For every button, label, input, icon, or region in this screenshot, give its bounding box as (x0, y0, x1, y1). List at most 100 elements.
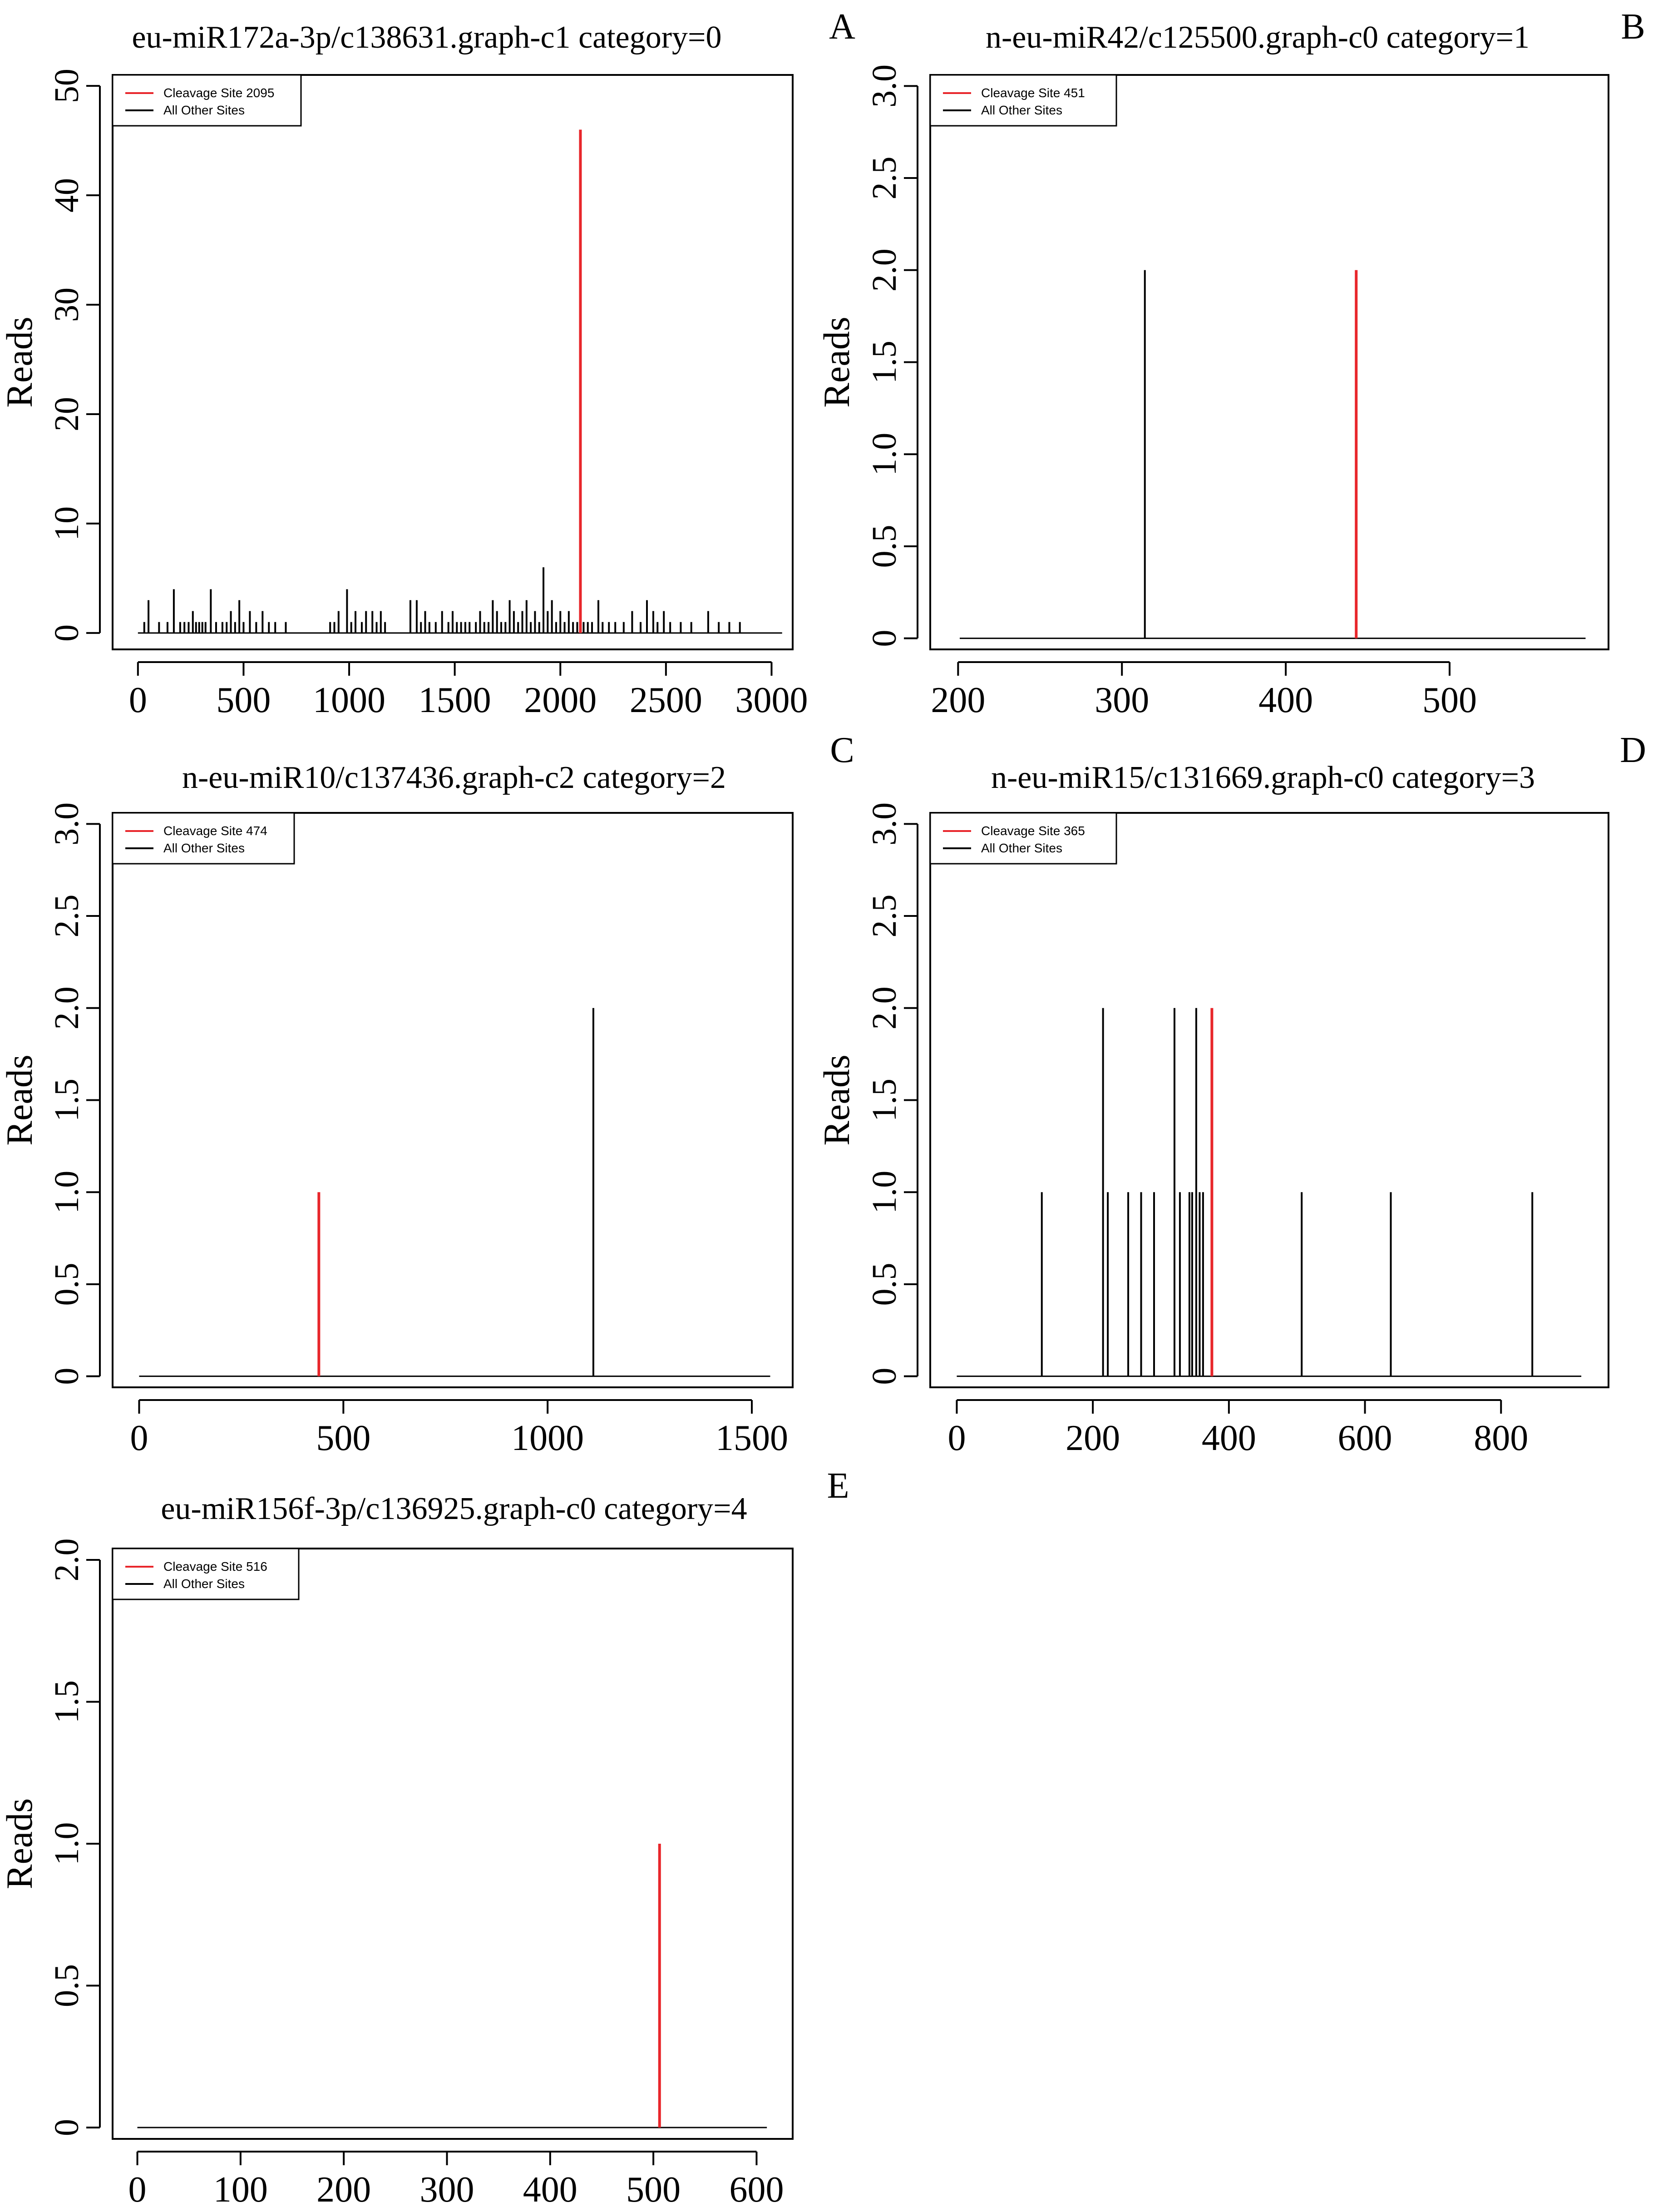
y-tick-label: 1.5 (865, 341, 903, 384)
y-tick-label: 50 (48, 69, 86, 103)
y-tick-label: 1.0 (48, 1171, 86, 1214)
chart-panel-e: eu-miR156f-3p/c136925.graph-c0 category=… (0, 1466, 849, 2210)
y-tick-label: 0 (48, 2119, 86, 2136)
legend-label-cleavage: Cleavage Site 451 (981, 86, 1085, 100)
x-tick-label: 500 (316, 1418, 370, 1458)
legend-label-other: All Other Sites (163, 1577, 245, 1591)
y-tick-label: 40 (48, 178, 86, 213)
legend-box (929, 74, 1117, 127)
chart-title: n-eu-miR42/c125500.graph-c0 category=1 (986, 20, 1530, 55)
x-tick-label: 3000 (735, 680, 808, 720)
chart-title: eu-miR156f-3p/c136925.graph-c0 category=… (161, 1491, 747, 1526)
y-tick-label: 3.0 (865, 802, 903, 846)
legend-label-other: All Other Sites (981, 103, 1062, 117)
x-tick-label: 200 (931, 680, 985, 720)
legend-label-cleavage: Cleavage Site 474 (163, 824, 267, 838)
x-tick-label: 200 (316, 2170, 371, 2210)
y-tick-label: 2.5 (865, 157, 903, 200)
chart-panel-b: n-eu-miR42/c125500.graph-c0 category=1 B R… (816, 7, 1645, 720)
y-tick-label: 1.0 (865, 1171, 903, 1214)
legend-label-other: All Other Sites (163, 841, 245, 855)
x-tick-label: 400 (1202, 1418, 1256, 1458)
y-tick-label: 0 (48, 1368, 86, 1385)
plot-frame (929, 812, 1609, 1388)
legend-label-cleavage: Cleavage Site 2095 (163, 86, 274, 100)
x-tick-label: 600 (1338, 1418, 1392, 1458)
legend-label-other: All Other Sites (163, 103, 245, 117)
y-axis-label: Reads (0, 1054, 40, 1145)
x-tick-label: 1000 (313, 680, 385, 720)
plot-frame (112, 74, 794, 650)
chart-title: n-eu-miR10/c137436.graph-c2 category=2 (182, 760, 726, 795)
x-tick-label: 0 (130, 1418, 148, 1458)
x-tick-label: 200 (1066, 1418, 1120, 1458)
x-tick-label: 300 (1095, 680, 1149, 720)
y-tick-label: 1.5 (48, 1079, 86, 1122)
y-tick-label: 1.5 (48, 1680, 86, 1723)
x-tick-label: 500 (626, 2170, 681, 2210)
legend-label-cleavage: Cleavage Site 365 (981, 824, 1085, 838)
panel-letter: C (830, 730, 854, 770)
legend-label-other: All Other Sites (981, 841, 1062, 855)
x-tick-label: 400 (523, 2170, 577, 2210)
legend: Cleavage Site 365 All Other Sites (929, 812, 1117, 865)
y-tick-label: 0.5 (48, 1262, 86, 1306)
y-tick-label: 2.0 (865, 248, 903, 292)
y-tick-label: 2.5 (865, 895, 903, 938)
legend: Cleavage Site 516 All Other Sites (112, 1548, 300, 1600)
y-tick-label: 3.0 (865, 64, 903, 108)
x-tick-label: 500 (1422, 680, 1477, 720)
y-axis-label: Reads (0, 317, 40, 407)
x-tick-label: 800 (1474, 1418, 1528, 1458)
x-tick-label: 0 (129, 680, 147, 720)
x-tick-label: 300 (419, 2170, 474, 2210)
y-axis-label: Reads (0, 1798, 40, 1889)
y-tick-label: 0.5 (865, 1262, 903, 1306)
chart-title: n-eu-miR15/c131669.graph-c0 category=3 (991, 760, 1535, 795)
y-tick-label: 1.0 (865, 433, 903, 476)
chart-title: eu-miR172a-3p/c138631.graph-c1 category=… (132, 20, 721, 55)
x-tick-label: 600 (729, 2170, 784, 2210)
panel-letter: A (829, 7, 855, 47)
y-tick-label: 20 (48, 397, 86, 431)
y-tick-label: 0 (48, 624, 86, 642)
y-axis-label: Reads (816, 1054, 857, 1145)
y-tick-label: 0.5 (865, 525, 903, 568)
chart-panel-d: n-eu-miR15/c131669.graph-c0 category=3 D R… (816, 730, 1646, 1458)
panel-letter: B (1621, 7, 1645, 47)
legend: Cleavage Site 451 All Other Sites (929, 74, 1117, 127)
y-tick-label: 2.5 (48, 895, 86, 938)
legend: Cleavage Site 474 All Other Sites (112, 812, 295, 865)
x-tick-label: 1500 (715, 1418, 788, 1458)
legend-label-cleavage: Cleavage Site 516 (163, 1559, 267, 1574)
legend: Cleavage Site 2095 All Other Sites (112, 74, 302, 127)
legend-box (929, 812, 1117, 865)
x-tick-label: 500 (216, 680, 271, 720)
legend-box (112, 812, 295, 865)
x-tick-label: 2500 (630, 680, 702, 720)
panel-letter: D (1620, 730, 1646, 770)
panel-letter: E (827, 1466, 849, 1506)
y-tick-label: 2.0 (865, 986, 903, 1029)
chart-panel-c: n-eu-miR10/c137436.graph-c2 category=2 C R… (0, 730, 854, 1458)
legend-box (112, 1548, 300, 1600)
y-tick-label: 2.0 (48, 1539, 86, 1582)
y-tick-label: 10 (48, 506, 86, 541)
y-tick-label: 0 (865, 630, 903, 647)
y-tick-label: 0 (865, 1368, 903, 1385)
x-tick-label: 1000 (511, 1418, 584, 1458)
x-tick-label: 2000 (524, 680, 597, 720)
chart-panel-a: eu-miR172a-3p/c138631.graph-c1 category=… (0, 7, 855, 720)
y-axis-label: Reads (816, 317, 857, 407)
plot-frame (112, 1548, 794, 2140)
y-tick-label: 1.0 (48, 1822, 86, 1866)
legend-box (112, 74, 302, 127)
y-tick-label: 2.0 (48, 986, 86, 1029)
x-tick-label: 0 (947, 1418, 966, 1458)
x-tick-label: 1500 (419, 680, 491, 720)
x-tick-label: 100 (213, 2170, 268, 2210)
y-tick-label: 1.5 (865, 1079, 903, 1122)
y-tick-label: 3.0 (48, 802, 86, 846)
x-tick-label: 400 (1258, 680, 1313, 720)
